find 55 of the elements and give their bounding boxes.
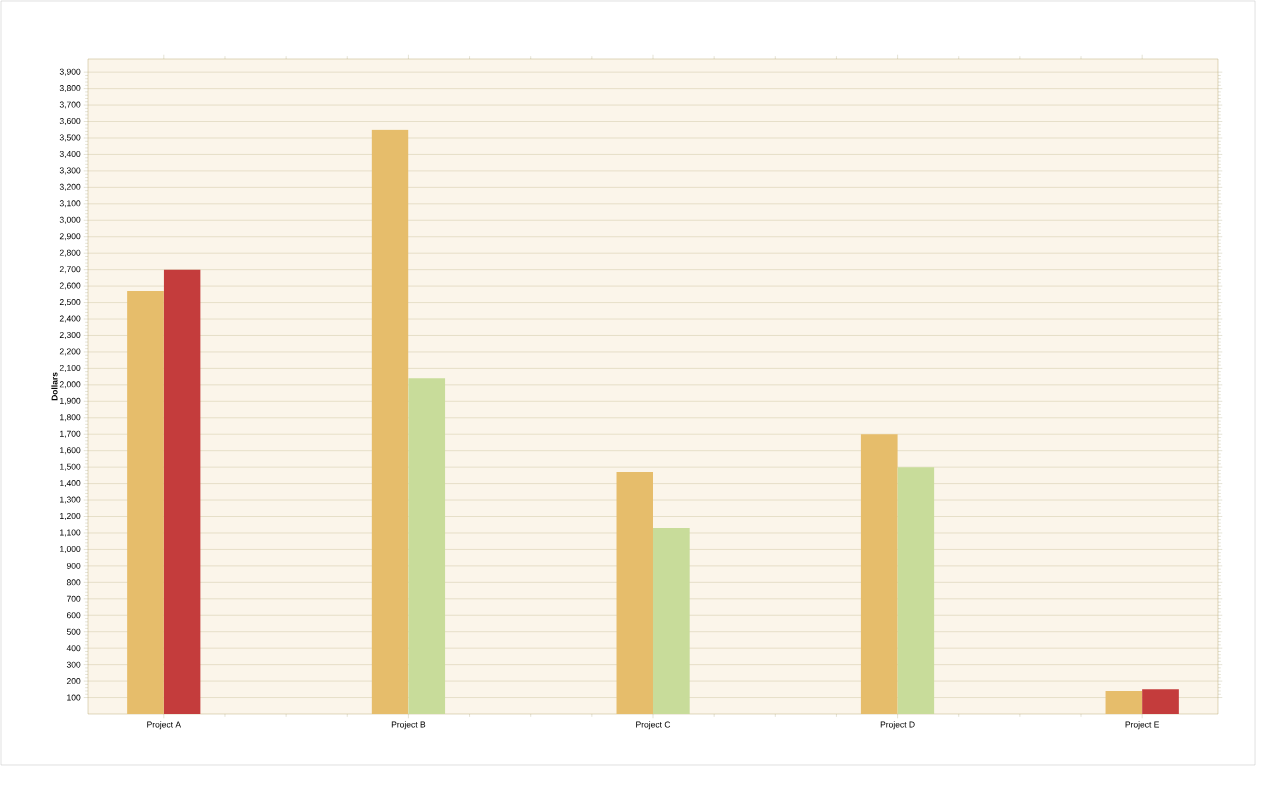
bar [1142, 689, 1179, 714]
y-tick-label: 3,900 [59, 68, 81, 76]
y-tick-label: 2,400 [59, 315, 81, 323]
bar [127, 291, 164, 714]
y-tick-label: 2,900 [59, 233, 81, 241]
y-tick-label: 3,500 [59, 134, 81, 142]
x-tick-label: Project D [880, 721, 915, 730]
x-tick-label: Project C [636, 721, 671, 730]
x-tick-label: Project E [1125, 721, 1160, 730]
y-tick-label: 3,300 [59, 167, 81, 175]
y-tick-label: 100 [67, 694, 81, 701]
y-axis-title: Dollars [51, 372, 58, 401]
y-tick-label: 2,300 [59, 331, 81, 339]
y-tick-label: 2,500 [59, 299, 81, 307]
y-tick-label: 3,800 [59, 85, 81, 93]
bar [371, 129, 409, 714]
y-tick-label: 1,300 [60, 496, 81, 504]
y-tick-label: 1,000 [60, 545, 81, 553]
bar [653, 528, 690, 714]
y-tick-label: 1,500 [60, 463, 81, 471]
y-tick-label: 3,700 [59, 101, 81, 109]
y-tick-label: 1,800 [60, 414, 81, 422]
y-tick-label: 3,600 [59, 118, 81, 126]
y-tick-label: 2,700 [59, 266, 81, 274]
bar [860, 434, 898, 714]
bar [163, 269, 201, 714]
y-tick-label: 400 [66, 645, 81, 652]
y-tick-label: 3,100 [59, 200, 81, 208]
bar [1105, 690, 1143, 714]
y-tick-label: 3,200 [59, 183, 81, 191]
y-tick-label: 2,200 [59, 348, 81, 356]
y-tick-label: 2,600 [59, 282, 81, 290]
y-tick-label: 700 [66, 595, 81, 602]
x-tick-label: Project A [147, 721, 182, 730]
y-tick-label: 1,200 [60, 513, 81, 521]
x-tick-label: Project B [391, 721, 426, 730]
y-tick-label: 3,400 [59, 150, 81, 158]
y-tick-label: 1,600 [60, 447, 81, 455]
y-tick-label: 2,800 [59, 249, 81, 257]
y-tick-label: 900 [66, 562, 81, 569]
y-tick-label: 600 [66, 612, 81, 619]
y-tick-label: 1,400 [60, 480, 81, 488]
y-tick-label: 1,700 [60, 430, 81, 438]
y-tick-label: 2,000 [59, 381, 81, 389]
y-tick-label: 300 [66, 661, 81, 668]
y-tick-label: 2,100 [59, 364, 81, 372]
y-tick-label: 200 [66, 678, 81, 685]
bar [616, 472, 653, 714]
y-tick-label: 1,900 [60, 397, 81, 405]
bar [408, 378, 446, 714]
y-tick-label: 500 [66, 628, 81, 635]
y-tick-label: 1,100 [60, 529, 81, 537]
y-tick-label: 800 [66, 579, 81, 586]
y-tick-label: 3,000 [59, 216, 81, 224]
bar [897, 467, 935, 714]
